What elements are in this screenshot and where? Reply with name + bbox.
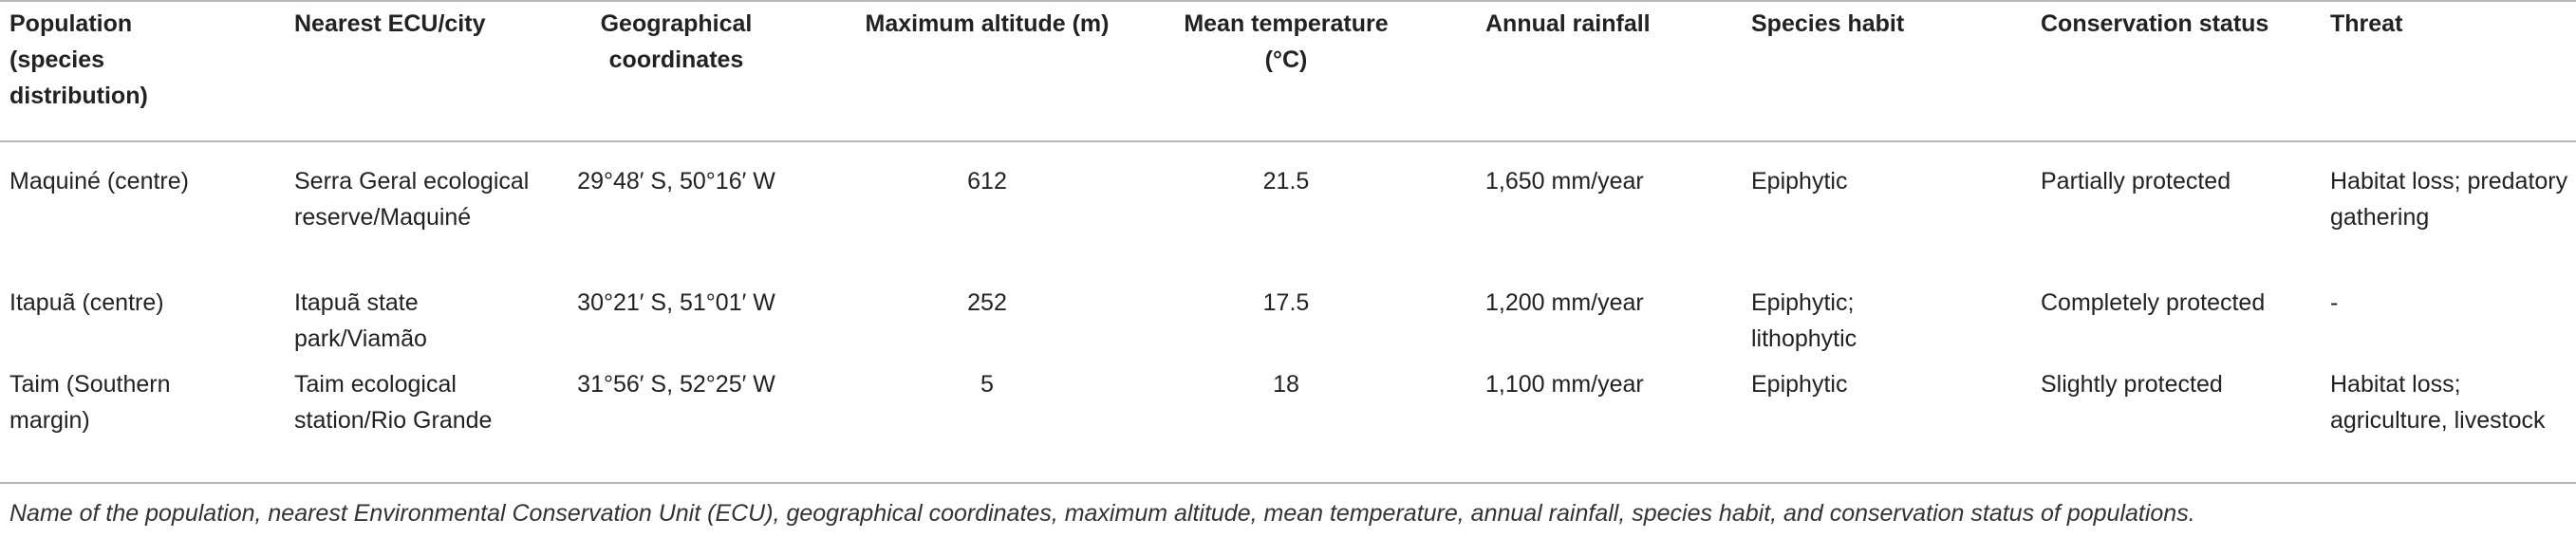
table-cell: Completely protected [2041, 289, 2266, 316]
table-cell: Maquiné (centre) [9, 168, 189, 195]
table-cell: 18 [1273, 371, 1299, 398]
caption: Name of the population, nearest Environm… [9, 500, 2195, 527]
bottom-rule [0, 482, 2576, 484]
table-cell: 1,100 mm/year [1485, 371, 1644, 398]
table-cell: Itapuã state park/Viamão [294, 289, 427, 352]
table-cell: Habitat loss; agriculture, livestock [2330, 371, 2546, 434]
table-cell: 612 [967, 168, 1007, 195]
header-cell: Population (species distribution) [9, 10, 148, 109]
top-rule [0, 0, 2576, 2]
table-cell: 5 [980, 371, 994, 398]
header-cell: Annual rainfall [1485, 10, 1651, 37]
table-cell: 17.5 [1262, 289, 1310, 316]
header-cell: Nearest ECU/city [294, 10, 486, 37]
table-cell: Serra Geral ecological reserve/Maquiné [294, 168, 530, 231]
header-rule [0, 140, 2576, 142]
table-cell: 252 [967, 289, 1007, 316]
table-cell: 1,200 mm/year [1485, 289, 1644, 316]
header-cell: Geographical coordinates [600, 10, 753, 73]
table-cell: Partially protected [2041, 168, 2231, 195]
header-cell: Species habit [1751, 10, 1905, 37]
header-cell: Threat [2330, 10, 2403, 37]
table-cell: 31°56′ S, 52°25′ W [577, 371, 775, 398]
table-cell: 29°48′ S, 50°16′ W [577, 168, 775, 195]
table-cell: Habitat loss; predatory gathering [2330, 168, 2568, 231]
table-cell: Epiphytic [1751, 168, 1848, 195]
table-cell: Itapuã (centre) [9, 289, 164, 316]
table-cell: Taim ecological station/Rio Grande [294, 371, 493, 434]
table-cell: Epiphytic; lithophytic [1751, 289, 1857, 352]
table-cell: 1,650 mm/year [1485, 168, 1644, 195]
header-cell: Conservation status [2041, 10, 2269, 37]
table-cell: Slightly protected [2041, 371, 2223, 398]
table-cell: - [2330, 289, 2339, 316]
table-cell: 21.5 [1262, 168, 1310, 195]
table-cell: 30°21′ S, 51°01′ W [577, 289, 775, 316]
header-cell: Mean temperature (°C) [1184, 10, 1389, 73]
header-cell: Maximum altitude (m) [865, 10, 1110, 37]
table-cell: Taim (Southern margin) [9, 371, 171, 434]
table-cell: Epiphytic [1751, 371, 1848, 398]
